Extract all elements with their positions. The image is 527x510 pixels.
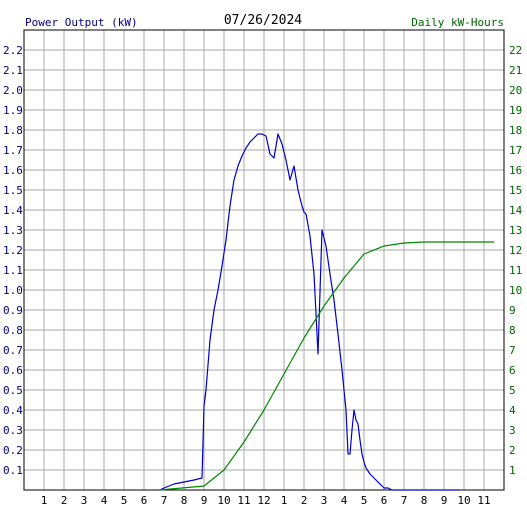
left-tick-label: 2.2: [3, 44, 23, 57]
x-tick-label: 8: [421, 494, 428, 507]
right-tick-label: 10: [509, 284, 522, 297]
right-tick-label: 14: [509, 204, 523, 217]
x-tick-label: 9: [201, 494, 208, 507]
left-tick-label: 2.0: [3, 84, 23, 97]
x-tick-label: 2: [301, 494, 308, 507]
x-tick-label: 10: [457, 494, 470, 507]
x-tick-label: 4: [101, 494, 108, 507]
right-tick-label: 19: [509, 104, 522, 117]
x-tick-label: 8: [181, 494, 188, 507]
right-tick-label: 17: [509, 144, 522, 157]
x-tick-label: 5: [361, 494, 368, 507]
left-tick-label: 1.2: [3, 244, 23, 257]
left-tick-label: 0.2: [3, 444, 23, 457]
series-lines: [159, 133, 494, 491]
left-tick-label: 0.8: [3, 324, 23, 337]
right-tick-label: 16: [509, 164, 522, 177]
right-tick-label: 22: [509, 44, 522, 57]
x-tick-label: 11: [237, 494, 250, 507]
left-tick-label: 1.4: [3, 204, 23, 217]
right-tick-label: 8: [509, 324, 516, 337]
grid-lines: [24, 30, 504, 490]
x-tick-label: 2: [61, 494, 68, 507]
x-tick-label: 1: [281, 494, 288, 507]
left-tick-label: 0.1: [3, 464, 23, 477]
right-tick-label: 9: [509, 304, 516, 317]
left-tick-label: 1.1: [3, 264, 23, 277]
daily-kwh-line: [159, 241, 494, 491]
left-tick-label: 1.9: [3, 104, 23, 117]
right-tick-label: 5: [509, 384, 516, 397]
right-tick-label: 3: [509, 424, 516, 437]
left-tick-label: 1.5: [3, 184, 23, 197]
right-tick-label: 4: [509, 404, 516, 417]
plot-frame: [23, 29, 505, 491]
right-tick-label: 7: [509, 344, 516, 357]
left-tick-label: 0.9: [3, 304, 23, 317]
x-tick-label: 10: [217, 494, 230, 507]
left-tick-label: 2.1: [3, 64, 23, 77]
x-tick-label: 1: [41, 494, 48, 507]
right-tick-label: 2: [509, 444, 516, 457]
right-tick-label: 21: [509, 64, 522, 77]
left-tick-label: 0.7: [3, 344, 23, 357]
right-tick-label: 13: [509, 224, 522, 237]
x-tick-label: 7: [401, 494, 408, 507]
left-tick-label: 0.4: [3, 404, 23, 417]
x-tick-label: 6: [141, 494, 148, 507]
right-tick-label: 15: [509, 184, 522, 197]
x-tick-label: 4: [341, 494, 348, 507]
left-tick-label: 0.3: [3, 424, 23, 437]
x-tick-label: 3: [321, 494, 328, 507]
right-tick-label: 11: [509, 264, 522, 277]
x-tick-label: 12: [257, 494, 270, 507]
x-tick-label: 6: [381, 494, 388, 507]
right-tick-label: 12: [509, 244, 522, 257]
left-axis-label: Power Output (kW): [25, 16, 138, 29]
right-tick-label: 6: [509, 364, 516, 377]
x-tick-label: 7: [161, 494, 168, 507]
left-tick-label: 1.7: [3, 144, 23, 157]
left-tick-label: 1.0: [3, 284, 23, 297]
right-tick-label: 1: [509, 464, 516, 477]
right-axis-label: Daily kW-Hours: [411, 16, 504, 29]
left-tick-label: 0.5: [3, 384, 23, 397]
left-tick-label: 1.6: [3, 164, 23, 177]
x-axis-ticks: 1 2 3 4 5 6 7 8 9 10 11 12 1 2 3 4 5 6 7 8 9 10 11: [41, 494, 491, 507]
x-tick-label: 5: [121, 494, 128, 507]
right-tick-label: 20: [509, 84, 522, 97]
power-output-line: [159, 133, 460, 491]
x-tick-label: 9: [441, 494, 448, 507]
x-tick-label: 3: [81, 494, 88, 507]
left-tick-label: 1.3: [3, 224, 23, 237]
left-tick-label: 1.8: [3, 124, 23, 137]
left-tick-label: 0.6: [3, 364, 23, 377]
right-tick-label: 18: [509, 124, 522, 137]
x-tick-label: 11: [477, 494, 490, 507]
chart-title: 07/26/2024: [224, 13, 302, 28]
left-axis-ticks: 0.1 0.2 0.3 0.4 0.5 0.6 0.7 0.8 0.9 1.0 1.1 1.2 1.3 1…: [3, 44, 23, 477]
